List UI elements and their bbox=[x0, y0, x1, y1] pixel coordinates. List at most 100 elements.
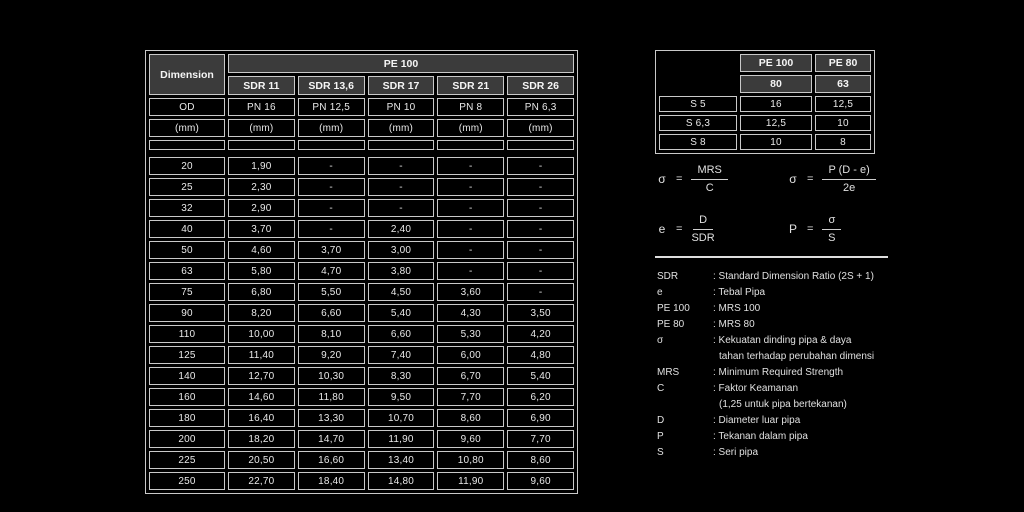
legend-text-continued: tahan terhadap perubahan dimensi bbox=[719, 351, 875, 362]
wall-thickness-value: 2,30 bbox=[228, 178, 295, 196]
wall-thickness-value: - bbox=[437, 262, 505, 280]
wall-thickness-value: - bbox=[507, 178, 574, 196]
table-row: 140 12,70 10,30 8,30 6,70 5,40 bbox=[149, 367, 574, 385]
wall-thickness-value: 7,40 bbox=[367, 346, 435, 364]
legend-symbol: PE 100 bbox=[657, 303, 690, 314]
pn-label: PN 6,3 bbox=[507, 98, 574, 116]
wall-thickness-value: 5,30 bbox=[437, 325, 505, 343]
blank-row bbox=[149, 140, 574, 150]
pe100-subheader: 80 bbox=[740, 75, 812, 93]
wall-thickness-value: - bbox=[507, 241, 574, 259]
table-row: 40 3,70-2,40- - bbox=[149, 220, 574, 238]
wall-thickness-value: - bbox=[297, 157, 365, 175]
wall-thickness-value: 5,40 bbox=[507, 367, 574, 385]
wall-thickness-value: - bbox=[437, 241, 505, 259]
series-label: S 5 bbox=[659, 96, 737, 112]
table-row: 180 16,40 13,30 10,70 8,60 6,90 bbox=[149, 409, 574, 427]
dimension-value: 75 bbox=[149, 283, 225, 301]
legend-text-continued: (1,25 untuk pipa bertekanan) bbox=[719, 399, 847, 410]
wall-thickness-value: 10,80 bbox=[437, 451, 505, 469]
legend-text: : Tebal Pipa bbox=[713, 287, 766, 298]
wall-thickness-value: 18,20 bbox=[228, 430, 295, 448]
legend-text: : Faktor Keamanan bbox=[713, 383, 799, 394]
wall-thickness-value: 22,70 bbox=[228, 472, 295, 490]
pn-label: PN 12,5 bbox=[297, 98, 365, 116]
pe100-group-header: PE 100 bbox=[228, 54, 574, 73]
dimension-value: 90 bbox=[149, 304, 225, 322]
dimension-value: 50 bbox=[149, 241, 225, 259]
formula-pressure: P = σ S bbox=[788, 214, 895, 244]
wall-thickness-value: 16,40 bbox=[228, 409, 295, 427]
wall-thickness-value: - bbox=[367, 199, 435, 217]
dimension-value: 110 bbox=[149, 325, 225, 343]
wall-thickness-value: 1,90 bbox=[228, 157, 295, 175]
wall-thickness-value: 5,80 bbox=[228, 262, 295, 280]
legend-item: σ: Kekuatan dinding pipa & daya bbox=[657, 333, 917, 349]
legend-symbol: P bbox=[657, 431, 664, 442]
blank-cell bbox=[297, 140, 365, 150]
sdr-column-header: SDR 13,6 bbox=[297, 76, 365, 95]
wall-thickness-value: 8,30 bbox=[367, 367, 435, 385]
wall-thickness-value: - bbox=[437, 220, 505, 238]
fraction-denominator: 2e bbox=[842, 181, 856, 194]
sdr-column-header: SDR 26 bbox=[507, 76, 574, 95]
dimension-value: 250 bbox=[149, 472, 225, 490]
wall-thickness-value: 7,70 bbox=[437, 388, 505, 406]
fraction-denominator: S bbox=[828, 231, 836, 244]
divider-line bbox=[655, 256, 888, 258]
legend-symbol: MRS bbox=[657, 367, 680, 378]
wall-thickness-value: 4,70 bbox=[297, 262, 365, 280]
wall-thickness-value: 8,10 bbox=[297, 325, 365, 343]
table-row: S 8 10 8 bbox=[659, 134, 871, 150]
table-row: 32 2,90- - - - bbox=[149, 199, 574, 217]
wall-thickness-value: 3,60 bbox=[437, 283, 505, 301]
formula-lhs: σ bbox=[658, 172, 666, 187]
wall-thickness-value: - bbox=[297, 220, 365, 238]
series-label: S 6,3 bbox=[659, 115, 737, 131]
legend-item: S: Seri pipa bbox=[657, 445, 917, 461]
sdr-column-header: SDR 11 bbox=[228, 76, 295, 95]
dimension-table: Dimension PE 100 SDR 11 SDR 13,6 SDR 17 SDR… bbox=[145, 50, 578, 494]
wall-thickness-value: 11,80 bbox=[297, 388, 365, 406]
legend-symbol-spacer bbox=[657, 397, 713, 413]
dimension-value: 200 bbox=[149, 430, 225, 448]
wall-thickness-value: 10,70 bbox=[367, 409, 435, 427]
sdr-column-header: SDR 17 bbox=[367, 76, 435, 95]
legend-text: : Tekanan dalam pipa bbox=[713, 431, 808, 442]
legend-symbol: SDR bbox=[657, 271, 679, 282]
table-row: S 6,3 12,5 10 bbox=[659, 115, 871, 131]
formula-hoop-stress: σ = P (D - e) 2e bbox=[788, 164, 895, 194]
wall-thickness-value: 12,70 bbox=[228, 367, 295, 385]
pressure-class-table: PE 100 PE 80 80 63 S 5 16 12,5 S 6,3 12,5 10 S… bbox=[655, 50, 875, 154]
unit-label: (mm) bbox=[367, 119, 435, 137]
od-label: OD bbox=[149, 98, 225, 116]
wall-thickness-value: 4,20 bbox=[507, 325, 574, 343]
wall-thickness-value: - bbox=[507, 283, 574, 301]
fraction-numerator: MRS bbox=[691, 164, 728, 180]
wall-thickness-value: 11,90 bbox=[367, 430, 435, 448]
sdr-header-row: SDR 11 SDR 13,6 SDR 17 SDR 21 SDR 26 bbox=[149, 76, 574, 95]
blank-cell bbox=[507, 140, 574, 150]
pe80-column-header: PE 80 bbox=[815, 54, 871, 72]
wall-thickness-value: 13,40 bbox=[367, 451, 435, 469]
table-row: 200 18,20 14,70 11,90 9,60 7,70 bbox=[149, 430, 574, 448]
wall-thickness-value: 9,60 bbox=[507, 472, 574, 490]
formula-design-stress: σ = MRS C bbox=[657, 164, 764, 194]
formulas-block: σ = MRS C σ = P (D - e) 2e e = D SDR P bbox=[657, 164, 895, 245]
dimension-value: 180 bbox=[149, 409, 225, 427]
wall-thickness-value: 3,80 bbox=[367, 262, 435, 280]
equals-sign: = bbox=[807, 223, 814, 236]
formula-lhs: e bbox=[658, 222, 666, 237]
legend-item: PE 80: MRS 80 bbox=[657, 317, 917, 333]
fraction-numerator: σ bbox=[822, 214, 842, 230]
wall-thickness-value: 3,70 bbox=[228, 220, 295, 238]
legend-block: SDR: Standard Dimension Ratio (2S + 1) e:… bbox=[657, 269, 917, 461]
wall-thickness-value: 10,30 bbox=[297, 367, 365, 385]
dimension-value: 20 bbox=[149, 157, 225, 175]
od-pn-row: OD PN 16 PN 12,5 PN 10 PN 8 PN 6,3 bbox=[149, 98, 574, 116]
wall-thickness-value: 20,50 bbox=[228, 451, 295, 469]
table-row: 50 4,60 3,70 3,00- - bbox=[149, 241, 574, 259]
dimension-value: 63 bbox=[149, 262, 225, 280]
wall-thickness-value: 7,70 bbox=[507, 430, 574, 448]
equals-sign: = bbox=[676, 223, 683, 236]
